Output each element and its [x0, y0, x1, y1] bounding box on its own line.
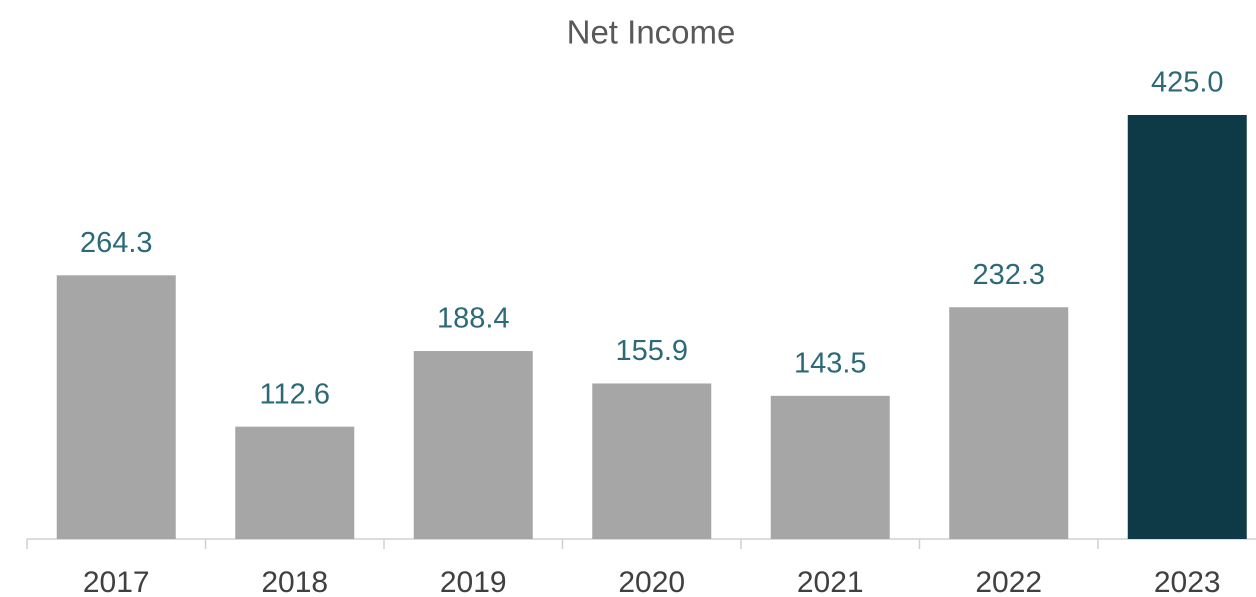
value-label: 188.4	[437, 303, 510, 335]
value-label: 112.6	[260, 378, 330, 410]
x-tick-label: 2019	[440, 566, 507, 597]
bar	[770, 395, 890, 539]
bar	[949, 307, 1069, 539]
value-label: 155.9	[615, 335, 688, 367]
x-tick-label: 2022	[975, 566, 1042, 597]
bar	[1127, 115, 1247, 539]
x-tick-label: 2023	[1154, 566, 1221, 597]
x-tick-label: 2020	[618, 566, 685, 597]
x-tick-label: 2021	[797, 566, 864, 597]
value-label: 143.5	[794, 347, 867, 379]
bar	[413, 351, 533, 539]
x-tick-label: 2018	[261, 566, 328, 597]
value-label: 425.0	[1151, 67, 1224, 99]
x-tick-label: 2017	[83, 566, 150, 597]
bar	[592, 383, 712, 539]
value-label: 232.3	[972, 259, 1045, 291]
bar	[235, 426, 355, 539]
value-label: 264.3	[80, 227, 153, 259]
chart-title: Net Income	[567, 14, 736, 51]
bar	[56, 275, 176, 539]
